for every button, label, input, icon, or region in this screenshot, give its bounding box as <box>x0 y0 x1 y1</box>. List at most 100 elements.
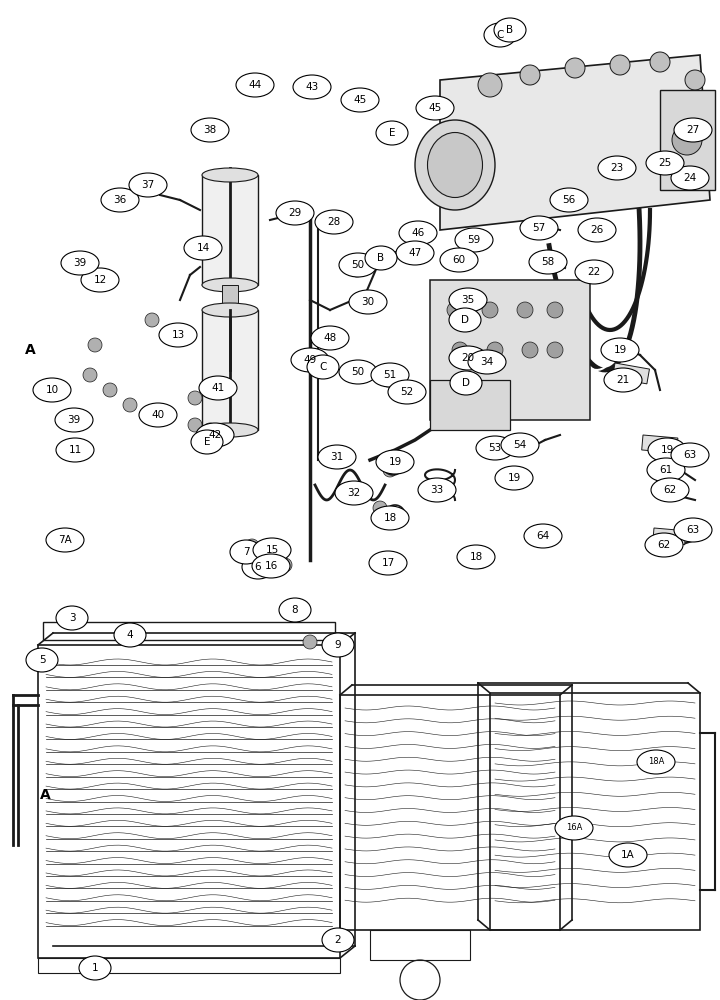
Ellipse shape <box>674 118 712 142</box>
Circle shape <box>520 65 540 85</box>
Ellipse shape <box>322 928 354 952</box>
Ellipse shape <box>341 88 379 112</box>
Text: 53: 53 <box>488 443 502 453</box>
Ellipse shape <box>315 210 353 234</box>
Text: 19: 19 <box>660 445 674 455</box>
Text: 63: 63 <box>686 525 700 535</box>
Text: 52: 52 <box>400 387 413 397</box>
Bar <box>430 280 590 420</box>
Text: 2: 2 <box>335 935 341 945</box>
Ellipse shape <box>365 246 397 270</box>
Text: 56: 56 <box>562 195 575 205</box>
Ellipse shape <box>55 408 93 432</box>
Text: 7: 7 <box>243 547 249 557</box>
Circle shape <box>517 302 533 318</box>
Text: E: E <box>389 128 395 138</box>
Ellipse shape <box>376 121 408 145</box>
Bar <box>202 310 258 430</box>
Ellipse shape <box>191 118 229 142</box>
Ellipse shape <box>449 288 487 312</box>
Circle shape <box>474 552 486 564</box>
Polygon shape <box>440 55 710 230</box>
Text: 62: 62 <box>657 540 670 550</box>
Ellipse shape <box>428 132 482 198</box>
Circle shape <box>408 246 422 260</box>
Ellipse shape <box>318 445 356 469</box>
Ellipse shape <box>230 540 262 564</box>
Ellipse shape <box>376 450 414 474</box>
Ellipse shape <box>388 380 426 404</box>
Ellipse shape <box>349 290 387 314</box>
Ellipse shape <box>416 96 454 120</box>
Ellipse shape <box>550 188 588 212</box>
Ellipse shape <box>61 251 99 275</box>
Circle shape <box>685 165 705 185</box>
Text: 30: 30 <box>361 297 374 307</box>
Text: 48: 48 <box>323 333 337 343</box>
Text: 37: 37 <box>141 180 155 190</box>
Ellipse shape <box>291 348 329 372</box>
Text: 19: 19 <box>388 457 402 467</box>
Text: 23: 23 <box>611 163 624 173</box>
Ellipse shape <box>242 555 274 579</box>
Text: 31: 31 <box>330 452 343 462</box>
Ellipse shape <box>56 438 94 462</box>
Bar <box>202 175 258 285</box>
Text: A: A <box>40 788 50 802</box>
Text: 17: 17 <box>382 558 395 568</box>
Ellipse shape <box>56 606 88 630</box>
Text: 15: 15 <box>266 545 279 555</box>
Ellipse shape <box>671 166 709 190</box>
Text: C: C <box>496 30 504 40</box>
Ellipse shape <box>637 750 675 774</box>
Text: 9: 9 <box>335 640 341 650</box>
Ellipse shape <box>81 268 119 292</box>
Ellipse shape <box>202 168 258 182</box>
Text: 21: 21 <box>616 375 629 385</box>
Bar <box>370 930 470 960</box>
Text: 51: 51 <box>383 370 397 380</box>
Bar <box>642 435 678 453</box>
Ellipse shape <box>114 623 146 647</box>
Ellipse shape <box>26 648 58 672</box>
Circle shape <box>383 463 397 477</box>
Circle shape <box>291 601 305 615</box>
Text: D: D <box>461 315 469 325</box>
Bar <box>38 958 340 973</box>
Ellipse shape <box>598 156 636 180</box>
Bar <box>660 90 715 190</box>
Ellipse shape <box>529 250 567 274</box>
Ellipse shape <box>335 481 373 505</box>
Ellipse shape <box>449 346 487 370</box>
Ellipse shape <box>645 533 683 557</box>
Text: 45: 45 <box>428 103 441 113</box>
Ellipse shape <box>369 551 407 575</box>
Text: 40: 40 <box>151 410 165 420</box>
Text: 10: 10 <box>45 385 58 395</box>
Circle shape <box>188 391 202 405</box>
Ellipse shape <box>609 843 647 867</box>
Circle shape <box>565 58 585 78</box>
Text: B: B <box>506 25 513 35</box>
Text: 50: 50 <box>351 260 364 270</box>
Text: 34: 34 <box>480 357 494 367</box>
Circle shape <box>389 509 401 521</box>
Ellipse shape <box>79 956 111 980</box>
Text: 8: 8 <box>292 605 298 615</box>
Text: 26: 26 <box>590 225 603 235</box>
Text: 47: 47 <box>408 248 422 258</box>
Circle shape <box>88 338 102 352</box>
Text: 43: 43 <box>305 82 319 92</box>
Ellipse shape <box>646 151 684 175</box>
Text: 16: 16 <box>264 561 278 571</box>
Text: 46: 46 <box>411 228 425 238</box>
Circle shape <box>350 368 364 382</box>
Text: E: E <box>204 437 210 447</box>
Text: 54: 54 <box>513 440 526 450</box>
Circle shape <box>83 368 97 382</box>
Circle shape <box>487 342 503 358</box>
Text: B: B <box>377 253 384 263</box>
Bar <box>613 363 649 384</box>
Circle shape <box>400 386 414 400</box>
Ellipse shape <box>476 436 514 460</box>
